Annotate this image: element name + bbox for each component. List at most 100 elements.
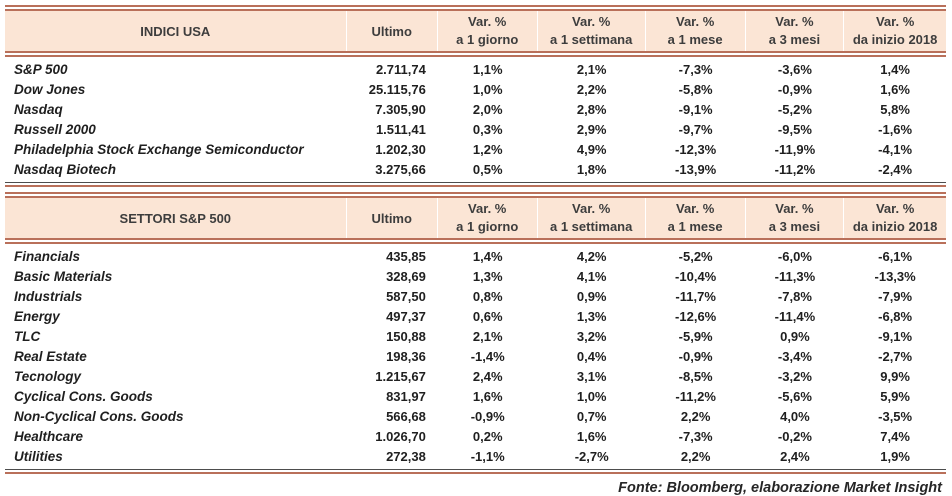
var-value-cell: -7,8% <box>777 289 812 304</box>
var-value-cell: 2,2% <box>680 409 711 424</box>
table-top-rule <box>5 192 946 198</box>
table-row: TLC 150,88 2,1% 3,2% -5,9% 0,9% -9,1% <box>5 327 946 347</box>
var-value-cell: -7,3% <box>678 62 713 77</box>
var-value-cell: 1,6% <box>576 429 607 444</box>
var-value-cell: -5,2% <box>678 249 713 264</box>
ultimo-value-cell: 198,36 <box>386 349 426 364</box>
var-header-bottom: a 3 mesi <box>768 219 821 234</box>
var-value-cell: 1,6% <box>472 389 503 404</box>
ultimo-value-cell: 150,88 <box>386 329 426 344</box>
var-value-cell: -2,7% <box>574 449 609 464</box>
column-header-var-3-mesi: Var. % a 3 mesi <box>746 198 845 238</box>
table-row: Tecnology 1.215,67 2,4% 3,1% -8,5% -3,2% 9,9% <box>5 367 946 387</box>
row-name-cell: Dow Jones <box>14 82 86 97</box>
var-value-cell: 2,2% <box>680 449 711 464</box>
column-header-var-1-giorno: Var. % a 1 giorno <box>438 11 538 51</box>
column-header-var-1-settimana: Var. % a 1 settimana <box>538 11 646 51</box>
column-header-var-inizio-2018: Var. % da inizio 2018 <box>844 198 946 238</box>
var-value-cell: -3,2% <box>777 369 812 384</box>
var-value-cell: -11,7% <box>675 289 716 304</box>
var-value-cell: 5,8% <box>880 102 910 117</box>
var-value-cell: -12,6% <box>675 309 717 324</box>
var-value-cell: 4,9% <box>576 142 607 157</box>
ultimo-value-cell: 1.215,67 <box>375 369 426 384</box>
row-name-cell: Real Estate <box>14 349 87 364</box>
var-value-cell: -3,4% <box>777 349 812 364</box>
var-value-cell: -6,1% <box>878 249 913 264</box>
row-name-cell: Philadelphia Stock Exchange Semiconducto… <box>14 142 304 157</box>
var-value-cell: 0,3% <box>472 122 503 137</box>
var-value-cell: -5,6% <box>777 389 812 404</box>
var-value-cell: 1,9% <box>880 449 910 464</box>
indices-usa-table: INDICI USA Ultimo Var. % a 1 giorno Var.… <box>5 5 946 187</box>
ultimo-value-cell: 7.305,90 <box>375 102 426 117</box>
row-name-cell: Russell 2000 <box>14 122 96 137</box>
var-value-cell: 5,9% <box>880 389 910 404</box>
table-row: Utilities 272,38 -1,1% -2,7% 2,2% 2,4% 1,9% <box>5 447 946 467</box>
ultimo-value-cell: 328,69 <box>386 269 426 284</box>
var-value-cell: -7,3% <box>678 429 713 444</box>
var-header-top: Var. % <box>572 201 611 216</box>
header-bottom-rule <box>5 51 946 57</box>
row-name-cell: Healthcare <box>14 429 84 444</box>
table-row: S&P 500 2.711,74 1,1% 2,1% -7,3% -3,6% 1,4% <box>5 60 946 80</box>
var-value-cell: 0,9% <box>576 289 607 304</box>
var-header-bottom: da inizio 2018 <box>852 32 938 47</box>
var-value-cell: 0,9% <box>780 329 810 344</box>
ultimo-value-cell: 497,37 <box>386 309 426 324</box>
var-value-cell: 1,0% <box>576 389 607 404</box>
var-value-cell: 2,2% <box>576 82 607 97</box>
var-value-cell: 2,8% <box>576 102 607 117</box>
var-value-cell: 2,4% <box>780 449 810 464</box>
ultimo-value-cell: 566,68 <box>386 409 426 424</box>
var-value-cell: -11,4% <box>774 309 816 324</box>
var-value-cell: 2,0% <box>472 102 503 117</box>
var-value-cell: 1,4% <box>880 62 910 77</box>
var-value-cell: 1,8% <box>576 162 607 177</box>
var-value-cell: -9,5% <box>777 122 812 137</box>
table-row: Dow Jones 25.115,76 1,0% 2,2% -5,8% -0,9% 1,6% <box>5 80 946 100</box>
var-header-top: Var. % <box>468 14 507 29</box>
var-header-top: Var. % <box>875 201 915 216</box>
var-value-cell: -1,4% <box>470 349 505 364</box>
var-value-cell: -3,6% <box>777 62 812 77</box>
var-value-cell: 1,2% <box>472 142 503 157</box>
var-value-cell: 1,0% <box>472 82 503 97</box>
table-row: Russell 2000 1.511,41 0,3% 2,9% -9,7% -9,5% -1… <box>5 120 946 140</box>
row-name-cell: Utilities <box>14 449 63 464</box>
var-header-top: Var. % <box>775 14 814 29</box>
var-value-cell: 0,5% <box>472 162 503 177</box>
var-value-cell: -7,9% <box>878 289 913 304</box>
var-value-cell: 9,9% <box>880 369 910 384</box>
var-value-cell: -6,0% <box>777 249 812 264</box>
var-header-bottom: a 1 mese <box>667 32 723 47</box>
var-value-cell: -0,9% <box>678 349 713 364</box>
var-value-cell: 2,4% <box>472 369 503 384</box>
var-value-cell: -11,2% <box>675 389 716 404</box>
var-value-cell: -0,9% <box>470 409 505 424</box>
var-value-cell: -5,8% <box>678 82 713 97</box>
table-row: Non-Cyclical Cons. Goods 566,68 -0,9% 0,7% 2… <box>5 407 946 427</box>
var-value-cell: -2,7% <box>878 349 913 364</box>
var-header-top: Var. % <box>775 201 814 216</box>
column-header-var-inizio-2018: Var. % da inizio 2018 <box>844 11 946 51</box>
var-value-cell: -11,3% <box>774 269 816 284</box>
var-value-cell: -6,8% <box>878 309 913 324</box>
ultimo-value-cell: 587,50 <box>386 289 426 304</box>
var-value-cell: 2,1% <box>472 329 503 344</box>
column-header-var-3-mesi: Var. % a 3 mesi <box>746 11 845 51</box>
var-value-cell: 1,6% <box>880 82 910 97</box>
var-value-cell: -1,6% <box>878 122 913 137</box>
var-header-bottom: a 1 settimana <box>549 32 633 47</box>
var-value-cell: -1,1% <box>470 449 505 464</box>
var-value-cell: -5,9% <box>678 329 713 344</box>
table-body: Financials 435,85 1,4% 4,2% -5,2% -6,0% -6,1% B… <box>5 244 946 469</box>
ultimo-value-cell: 272,38 <box>386 449 426 464</box>
var-value-cell: 0,7% <box>576 409 607 424</box>
var-value-cell: -9,7% <box>678 122 713 137</box>
table-row: Nasdaq 7.305,90 2,0% 2,8% -9,1% -5,2% 5,8% <box>5 100 946 120</box>
var-value-cell: -13,3% <box>874 269 916 284</box>
var-value-cell: 4,1% <box>576 269 607 284</box>
column-header-var-1-giorno: Var. % a 1 giorno <box>438 198 538 238</box>
